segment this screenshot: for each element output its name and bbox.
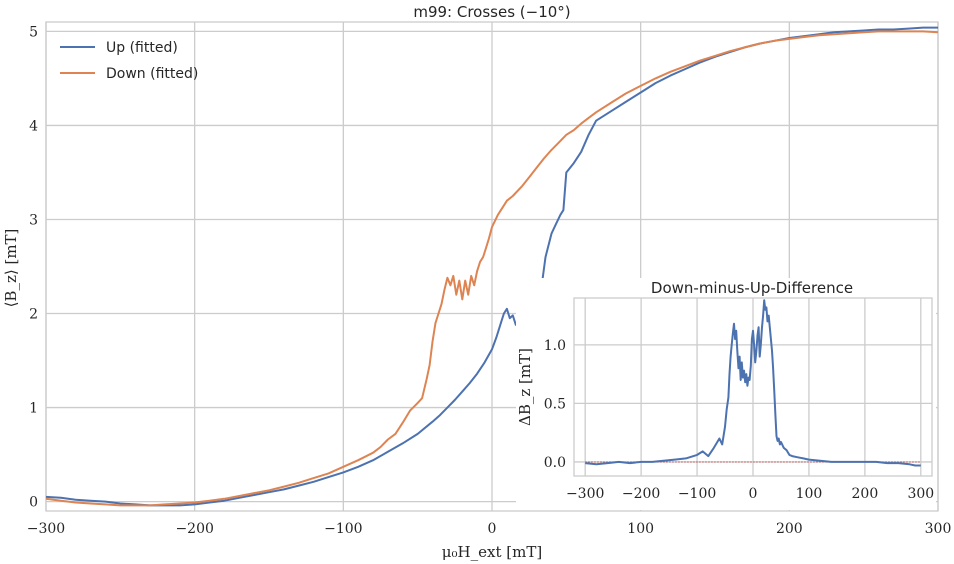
main-chart: −300 −200 −100 0 100 200 300 0 1 2 3 4 5 m99: Cross… (2, 3, 951, 561)
y-tick-label: 1.0 (544, 338, 566, 354)
series-line-down-fitted (45, 30, 939, 507)
x-tick-label: 200 (852, 486, 879, 502)
y-tick-label: 5 (29, 24, 38, 40)
y-tick-label: 0.5 (544, 396, 566, 412)
main-y-tick-labels: 0 1 2 3 4 5 (29, 24, 38, 510)
inset-chart: −300 −200 −100 0 100 200 300 0.0 0.5 1.0 Down-mi… (516, 278, 936, 510)
legend-label-up: Up (fitted) (106, 40, 178, 56)
main-y-axis-label: ⟨B_z⟩ [mT] (2, 229, 20, 308)
main-x-tick-labels: −300 −200 −100 0 100 200 300 (27, 521, 952, 537)
y-tick-label: 1 (29, 401, 38, 417)
inset-y-axis-label: ΔB_z [mT] (516, 348, 534, 426)
y-tick-label: 2 (29, 307, 38, 323)
x-tick-label: −100 (678, 486, 716, 502)
series-line-difference (585, 299, 921, 467)
main-chart-title: m99: Crosses (−10°) (413, 3, 570, 21)
y-tick-label: 0 (29, 495, 38, 511)
x-tick-label: 300 (907, 486, 934, 502)
x-tick-label: −300 (566, 486, 604, 502)
inset-grid (574, 298, 932, 476)
inset-chart-title: Down-minus-Up-Difference (651, 279, 853, 297)
x-tick-label: 300 (925, 521, 952, 537)
main-series-group (45, 26, 939, 507)
x-tick-label: −100 (324, 521, 362, 537)
x-tick-label: 100 (627, 521, 654, 537)
x-tick-label: 0 (749, 486, 758, 502)
inset-y-tick-labels: 0.0 0.5 1.0 (544, 338, 566, 471)
x-tick-label: 200 (776, 521, 803, 537)
inset-x-tick-labels: −300 −200 −100 0 100 200 300 (566, 486, 934, 502)
main-plot-frame (45, 21, 939, 512)
inset-series-group (585, 299, 921, 467)
legend: Up (fitted) Down (fitted) (60, 40, 198, 82)
y-tick-label: 3 (29, 212, 38, 228)
x-tick-label: −200 (622, 486, 660, 502)
inset-plot-frame (573, 297, 933, 477)
x-tick-label: 100 (796, 486, 823, 502)
y-tick-label: 4 (29, 118, 38, 134)
x-tick-label: −300 (27, 521, 65, 537)
main-x-axis-label: μ₀H_ext [mT] (442, 543, 542, 561)
y-tick-label: 0.0 (544, 455, 566, 471)
x-tick-label: −200 (175, 521, 213, 537)
legend-label-down: Down (fitted) (106, 66, 198, 82)
x-tick-label: 0 (488, 521, 497, 537)
